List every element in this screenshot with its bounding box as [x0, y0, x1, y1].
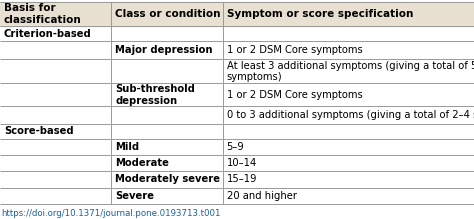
Text: At least 3 additional symptoms (giving a total of 5 or more
symptoms): At least 3 additional symptoms (giving a…: [227, 60, 474, 82]
Text: 1 or 2 DSM Core symptoms: 1 or 2 DSM Core symptoms: [227, 45, 362, 55]
Text: 15–19: 15–19: [227, 174, 257, 184]
Text: 20 and higher: 20 and higher: [227, 191, 297, 201]
Bar: [0, 2, 474, 26]
Text: Moderate: Moderate: [115, 158, 169, 168]
Text: Major depression: Major depression: [115, 45, 213, 55]
Text: Class or condition: Class or condition: [115, 9, 221, 19]
Text: 10–14: 10–14: [227, 158, 257, 168]
Text: Basis for
classification: Basis for classification: [4, 4, 82, 25]
Text: 5–9: 5–9: [227, 142, 244, 152]
Text: Symptom or score specification: Symptom or score specification: [227, 9, 413, 19]
Text: 0 to 3 additional symptoms (giving a total of 2–4 symptoms): 0 to 3 additional symptoms (giving a tot…: [227, 110, 474, 120]
Text: Moderately severe: Moderately severe: [115, 174, 220, 184]
Text: https://doi.org/10.1371/journal.pone.0193713.t001: https://doi.org/10.1371/journal.pone.019…: [1, 209, 221, 218]
Text: Sub-threshold
depression: Sub-threshold depression: [115, 84, 195, 106]
Text: Severe: Severe: [115, 191, 154, 201]
Text: Mild: Mild: [115, 142, 139, 152]
Text: 1 or 2 DSM Core symptoms: 1 or 2 DSM Core symptoms: [227, 90, 362, 100]
Text: Criterion-based: Criterion-based: [4, 29, 91, 39]
Text: Score-based: Score-based: [4, 126, 73, 136]
